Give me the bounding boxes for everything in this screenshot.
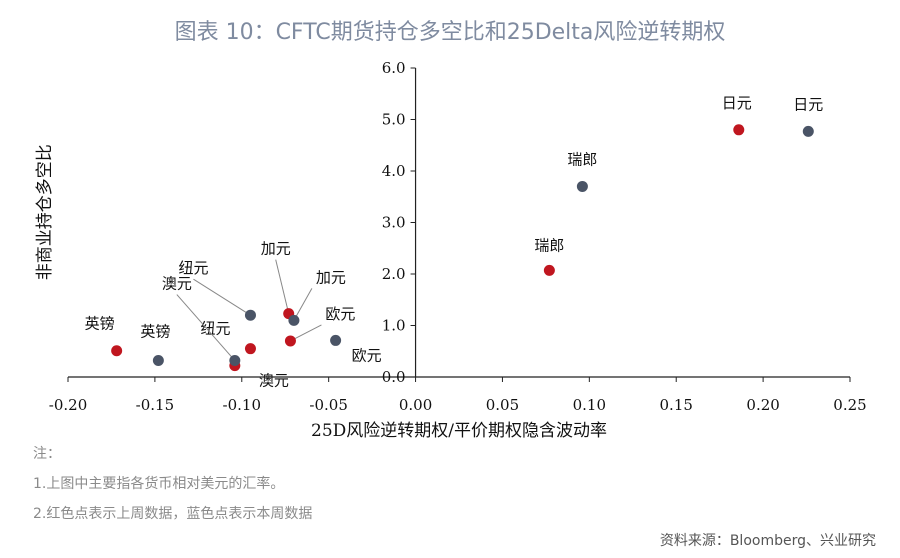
- data-point: [244, 309, 256, 321]
- point-label: 英镑: [85, 315, 115, 333]
- data-point: [244, 343, 256, 355]
- x-tick-label: 0.00: [399, 396, 432, 414]
- chart-title: 图表 10：CFTC期货持仓多空比和25Delta风险逆转期权: [174, 20, 726, 45]
- point-label: 日元: [793, 95, 823, 113]
- x-tick-label: -0.20: [49, 396, 87, 414]
- leader-line: [290, 324, 322, 342]
- x-tick-label: 0.15: [660, 396, 693, 414]
- point-label: 瑞郎: [534, 236, 564, 254]
- data-point: [288, 314, 300, 326]
- data-point: [733, 124, 745, 136]
- y-tick-label: 3.0: [382, 214, 406, 232]
- leader-line: [176, 294, 236, 361]
- source-note: 资料来源：Bloomberg、兴业研究: [659, 533, 876, 549]
- x-tick-label: -0.05: [309, 396, 347, 414]
- point-label: 欧元: [325, 305, 355, 323]
- x-tick-label: 0.05: [486, 396, 519, 414]
- x-tick-label: 0.10: [573, 396, 606, 414]
- point-label: 纽元: [200, 320, 230, 338]
- y-tick-label: 6.0: [382, 59, 406, 77]
- data-point: [330, 334, 342, 346]
- x-tick-label: -0.15: [136, 396, 174, 414]
- point-label: 澳元: [162, 275, 192, 293]
- notes-line-1: 1.上图中主要指各货币相对美元的汇率。: [33, 476, 285, 492]
- chart-notes: 注： 1.上图中主要指各货币相对美元的汇率。 2.红色点表示上周数据，蓝色点表示…: [33, 444, 312, 534]
- leader-line: [275, 259, 290, 314]
- x-tick-label: 0.20: [746, 396, 779, 414]
- point-label: 加元: [261, 240, 291, 258]
- point-label: 欧元: [352, 346, 382, 364]
- point-label: 日元: [722, 94, 752, 112]
- x-tick-label: -0.10: [223, 396, 261, 414]
- leader-line: [193, 278, 251, 316]
- y-tick-label: 2.0: [382, 265, 406, 283]
- y-tick-label: 1.0: [382, 317, 406, 335]
- y-tick-label: 4.0: [382, 162, 406, 180]
- point-label: 加元: [316, 268, 346, 286]
- point-label: 瑞郎: [567, 150, 597, 168]
- notes-heading: 注：: [33, 446, 61, 462]
- data-point: [111, 345, 123, 357]
- data-point: [543, 264, 555, 276]
- data-point: [802, 125, 814, 137]
- data-point: [229, 355, 241, 367]
- data-point: [284, 335, 296, 347]
- x-axis-title: 25D风险逆转期权/平价期权隐含波动率: [311, 421, 607, 441]
- leader-line: [293, 288, 313, 321]
- point-label: 澳元: [259, 372, 289, 390]
- notes-line-2: 2.红色点表示上周数据，蓝色点表示本周数据: [33, 506, 313, 522]
- y-tick-label: 5.0: [382, 111, 406, 129]
- y-tick-label: 0.0: [382, 368, 406, 386]
- point-label: 英镑: [140, 323, 170, 341]
- y-axis-title: 非商业持仓多空比: [35, 144, 55, 280]
- data-point: [152, 355, 164, 367]
- point-label: 纽元: [178, 259, 208, 277]
- x-tick-label: 0.25: [833, 396, 866, 414]
- data-point: [576, 180, 588, 192]
